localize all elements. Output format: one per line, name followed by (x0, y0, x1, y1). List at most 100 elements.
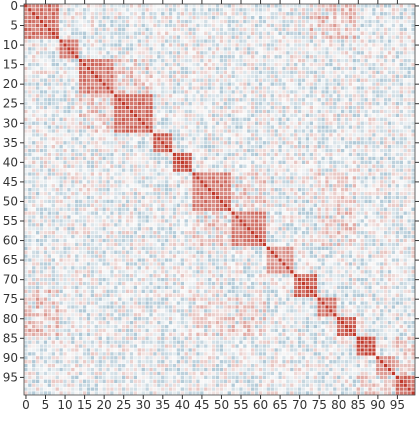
heatmap-cell (129, 117, 134, 122)
heatmap-cell (340, 109, 345, 114)
heatmap-cell (281, 27, 287, 32)
heatmap-cell (43, 93, 48, 99)
heatmap-cell (352, 23, 357, 28)
heatmap-cell (266, 50, 271, 56)
heatmap-cell (383, 70, 388, 75)
heatmap-cell (160, 97, 166, 102)
heatmap-cell (94, 136, 99, 142)
heatmap-cell (125, 7, 130, 13)
heatmap-cell (395, 11, 400, 16)
heatmap-cell (242, 74, 248, 79)
heatmap-cell (332, 183, 338, 189)
heatmap-cell (223, 58, 228, 63)
heatmap-cell (58, 58, 64, 63)
heatmap-cell (238, 167, 244, 173)
heatmap-cell (297, 160, 302, 165)
heatmap-cell (250, 156, 255, 161)
heatmap-cell (184, 113, 189, 118)
heatmap-cell (317, 89, 322, 95)
heatmap-cell (230, 46, 236, 52)
heatmap-cell (160, 50, 166, 56)
heatmap-cell (51, 74, 56, 79)
heatmap-cell (324, 58, 330, 63)
heatmap-cell (62, 148, 68, 153)
heatmap-cell (277, 50, 283, 56)
heatmap-cell (352, 101, 357, 106)
heatmap-cell (223, 78, 228, 83)
heatmap-cell (137, 117, 142, 122)
heatmap-cell (86, 167, 91, 173)
heatmap-cell (219, 191, 224, 196)
heatmap-cell (184, 93, 189, 99)
heatmap-cell (109, 144, 115, 149)
heatmap-cell (285, 85, 291, 91)
heatmap-cell (207, 164, 212, 169)
heatmap-cell (332, 195, 338, 200)
heatmap-cell (35, 19, 40, 24)
heatmap-cell (137, 58, 142, 63)
heatmap-cell (383, 156, 388, 161)
heatmap-cell (55, 105, 60, 110)
heatmap-cell (66, 117, 72, 122)
heatmap-cell (317, 93, 322, 99)
heatmap-cell (383, 62, 388, 67)
heatmap-cell (74, 78, 79, 83)
heatmap-cell (47, 7, 52, 13)
heatmap-cell (395, 132, 400, 138)
heatmap-cell (219, 11, 224, 16)
heatmap-cell (78, 152, 83, 157)
heatmap-cell (219, 62, 224, 67)
heatmap-cell (176, 74, 181, 79)
heatmap-cell (258, 109, 263, 114)
heatmap-cell (320, 54, 326, 59)
heatmap-cell (113, 23, 119, 28)
heatmap-cell (152, 160, 158, 165)
heatmap-cell (207, 109, 212, 114)
heatmap-cell (410, 74, 416, 79)
heatmap-cell (242, 46, 248, 52)
heatmap-cell (66, 124, 72, 130)
heatmap-cell (336, 46, 341, 52)
heatmap-cell (395, 70, 400, 75)
heatmap-cell (309, 132, 314, 138)
heatmap-cell (180, 35, 185, 40)
heatmap-cell (98, 183, 103, 189)
heatmap-cell (262, 81, 267, 87)
heatmap-cell (383, 191, 388, 196)
heatmap-cell (391, 113, 396, 118)
heatmap-cell (164, 109, 169, 114)
heatmap-cell (66, 167, 72, 173)
heatmap-cell (113, 121, 119, 126)
heatmap-cell (39, 191, 44, 196)
heatmap-cell (39, 31, 44, 36)
heatmap-cell (352, 70, 357, 75)
heatmap-cell (160, 74, 166, 79)
heatmap-cell (348, 7, 353, 13)
heatmap-cell (191, 105, 197, 110)
heatmap-cell (90, 109, 95, 114)
heatmap-cell (117, 78, 122, 83)
heatmap-cell (266, 140, 271, 146)
heatmap-cell (332, 121, 338, 126)
heatmap-cell (320, 156, 326, 161)
heatmap-cell (324, 15, 330, 20)
heatmap-cell (39, 78, 44, 83)
heatmap-cell (410, 23, 416, 28)
heatmap-cell (387, 15, 392, 20)
heatmap-cell (90, 183, 95, 189)
heatmap-cell (207, 101, 212, 106)
heatmap-cell (203, 78, 209, 83)
heatmap-cell (277, 11, 283, 16)
heatmap-cell (58, 195, 64, 200)
heatmap-cell (70, 183, 76, 189)
heatmap-cell (363, 70, 369, 75)
heatmap-cell (277, 70, 283, 75)
heatmap-cell (223, 187, 228, 192)
heatmap-cell (285, 113, 291, 118)
heatmap-cell (199, 70, 205, 75)
heatmap-cell (399, 124, 404, 130)
heatmap-cell (399, 136, 404, 142)
heatmap-cell (195, 62, 201, 67)
heatmap-cell (98, 97, 103, 102)
heatmap-cell (70, 3, 76, 9)
